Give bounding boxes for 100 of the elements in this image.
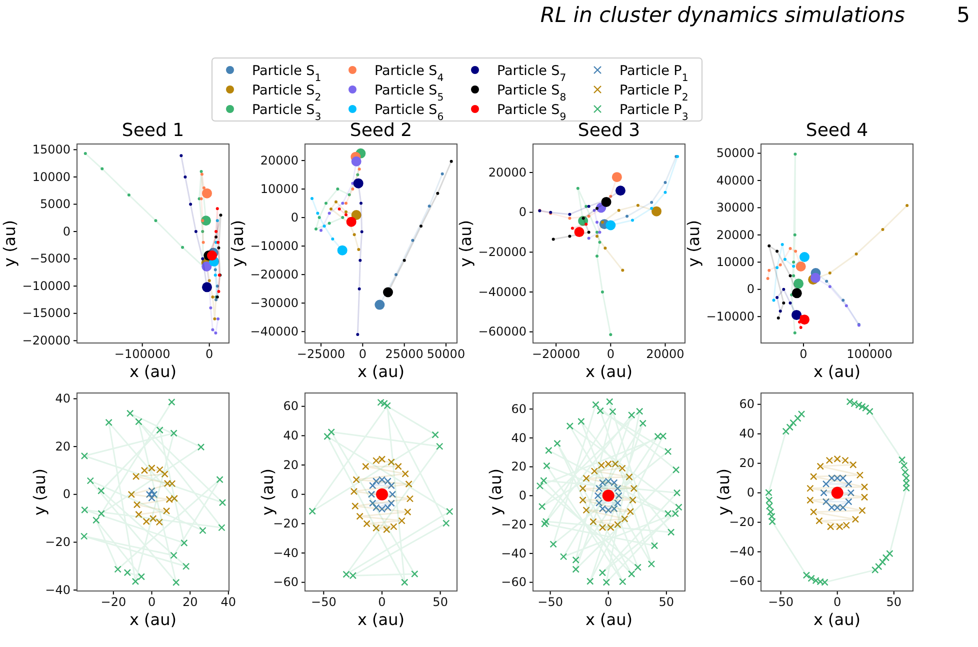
y-tick-label: 40	[739, 426, 754, 441]
y-axis-title: y (au)	[684, 220, 703, 267]
y-tick-label: −15000	[22, 306, 70, 320]
y-tick-label: 5000	[40, 197, 70, 212]
y-tick-label: −20	[273, 516, 298, 531]
y-tick-label: −20000	[22, 333, 70, 348]
legend-label: Particle S$_{4}$	[374, 63, 444, 84]
y-axis-title: y (au)	[714, 468, 733, 516]
y-tick-label: −40	[45, 582, 70, 597]
y-tick-label: 0	[518, 488, 526, 503]
y-tick-label: 0	[290, 487, 298, 502]
y-tick-label: 0	[290, 210, 298, 224]
x-axis-title: x (au)	[358, 362, 404, 381]
x-tick-label: 25000	[385, 347, 424, 362]
y-tick-label: −20	[729, 515, 754, 530]
y-tick-label: 20	[55, 439, 70, 454]
x-tick-label: −50	[311, 595, 336, 610]
legend-label: Particle P$_{3}$	[620, 102, 688, 122]
chart-title: Seed 2	[350, 120, 412, 141]
y-tick-label: −5000	[30, 252, 70, 266]
y-tick-label: 0	[746, 282, 754, 296]
x-tick-label: 20	[182, 595, 198, 610]
y-tick-label: 0	[62, 487, 70, 502]
chart-title: Seed 3	[578, 120, 640, 141]
x-tick-label: 50	[658, 595, 674, 610]
y-tick-label: −40000	[250, 324, 298, 338]
y-tick-label: 60	[739, 397, 754, 412]
y-tick-label: −40	[273, 546, 298, 560]
x-axis-title: x (au)	[814, 610, 860, 629]
y-axis-title: y (au)	[0, 220, 19, 267]
y-tick-label: 40	[55, 392, 70, 406]
x-tick-label: −20000	[532, 347, 580, 362]
x-tick-label: −25000	[296, 347, 346, 362]
x-tick-label: −20	[100, 595, 126, 610]
y-axis-title: y (au)	[456, 220, 475, 267]
y-tick-label: 0	[746, 486, 754, 500]
y-tick-label: 50000	[716, 146, 754, 160]
x-tick-label: 20000	[646, 347, 684, 362]
y-axis-title: y (au)	[228, 220, 247, 267]
y-tick-label: 20	[511, 460, 526, 474]
y-tick-label: −40000	[478, 284, 526, 299]
y-tick-label: −20	[501, 517, 526, 532]
y-tick-label: 20	[739, 456, 754, 470]
x-tick-label: 40	[220, 595, 236, 610]
x-tick-label: 0	[148, 595, 156, 610]
y-tick-label: −20	[45, 535, 70, 550]
legend-label: Particle S$_{2}$	[252, 82, 322, 103]
y-tick-label: 15000	[32, 142, 70, 157]
legend-label: Particle P$_{2}$	[620, 82, 688, 103]
y-tick-label: −60	[501, 575, 526, 590]
x-tick-label: 0	[604, 595, 612, 610]
legend-label: Particle S$_{3}$	[252, 102, 322, 122]
x-axis-title: x (au)	[358, 610, 404, 629]
legend-label: Particle S$_{9}$	[497, 102, 566, 122]
x-tick-label: 50	[432, 595, 448, 610]
y-tick-label: 60	[283, 399, 298, 414]
y-tick-label: 20	[283, 458, 298, 472]
y-tick-label: 0	[518, 205, 526, 220]
x-tick-label: −100000	[114, 347, 170, 362]
y-tick-label: 10000	[716, 254, 754, 269]
x-tick-label: 0	[378, 595, 386, 610]
y-tick-label: 20000	[488, 165, 526, 180]
y-tick-label: 40000	[716, 173, 754, 188]
y-tick-label: 40	[283, 428, 298, 443]
text: RL in cluster dynamics simulations	[540, 3, 906, 27]
x-tick-label: 0	[358, 347, 366, 362]
x-tick-label: −50	[538, 595, 563, 610]
y-tick-label: 40	[511, 430, 526, 445]
y-tick-label: 10000	[260, 182, 298, 196]
y-tick-label: −40	[501, 546, 526, 560]
x-axis-title: x (au)	[586, 362, 632, 381]
y-tick-label: −20000	[478, 245, 526, 260]
x-tick-label: 0	[606, 347, 614, 362]
y-tick-label: −40	[729, 544, 754, 559]
y-tick-label: −20000	[250, 267, 298, 282]
x-tick-label: 0	[800, 347, 808, 362]
y-tick-label: −60000	[478, 324, 526, 339]
text: 5	[956, 3, 970, 27]
y-tick-label: −10000	[250, 238, 298, 253]
y-axis-title: y (au)	[486, 468, 505, 516]
legend-label: Particle P$_{1}$	[620, 63, 688, 84]
y-axis-title: y (au)	[30, 468, 49, 516]
y-tick-label: 0	[62, 224, 70, 238]
legend-label: Particle S$_{6}$	[374, 102, 444, 122]
x-axis-title: x (au)	[130, 610, 176, 629]
legend-label: Particle S$_{5}$	[374, 82, 444, 103]
x-tick-label: 100000	[846, 347, 892, 362]
y-axis-title: y (au)	[258, 468, 277, 516]
y-tick-label: −10000	[706, 309, 754, 324]
y-tick-label: −10000	[22, 278, 70, 293]
legend-label: Particle S$_{7}$	[497, 63, 566, 84]
y-tick-label: 20000	[716, 228, 754, 242]
x-tick-label: 50000	[426, 347, 466, 362]
x-tick-label: −50	[768, 595, 794, 610]
y-tick-label: −60	[273, 575, 298, 590]
x-axis-title: x (au)	[814, 362, 860, 381]
chart-title: Seed 4	[806, 120, 868, 141]
y-tick-label: −60	[729, 574, 754, 588]
legend-label: Particle S$_{8}$	[497, 82, 566, 103]
y-tick-label: 30000	[716, 200, 754, 215]
